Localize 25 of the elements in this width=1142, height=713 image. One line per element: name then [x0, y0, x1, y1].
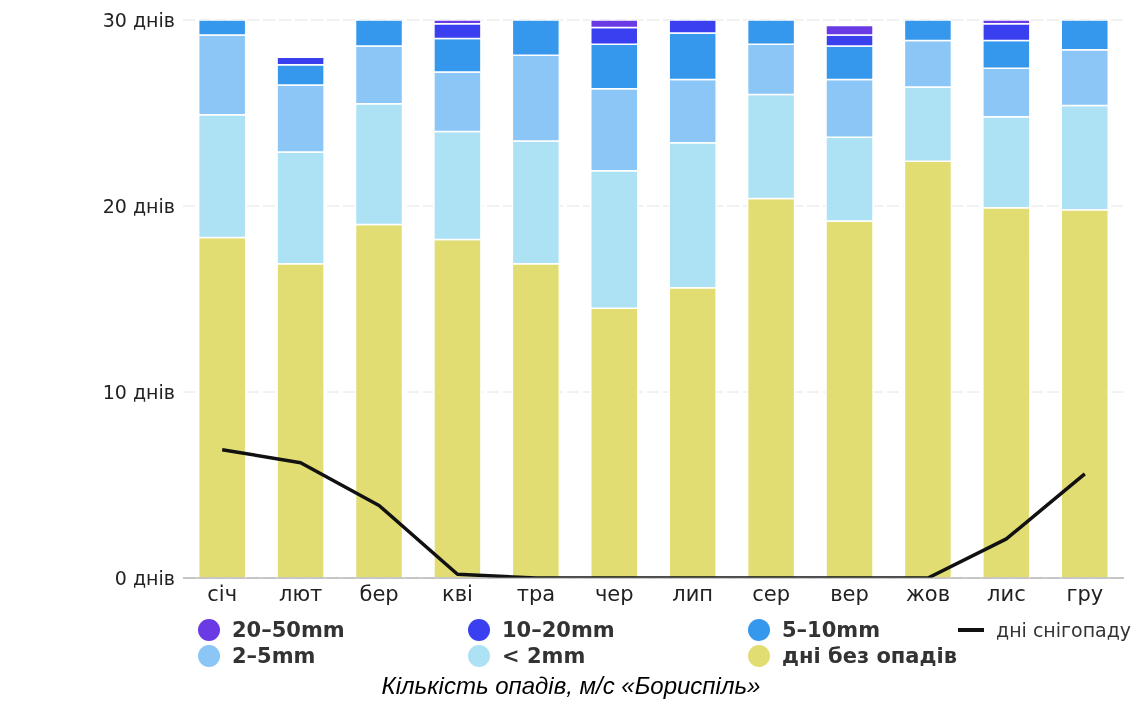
x-tick-label: сер — [752, 581, 791, 606]
y-tick-label: 0 днів — [114, 566, 175, 589]
legend-label: 2–5mm — [232, 644, 316, 668]
y-tick-label: 20 днів — [102, 194, 175, 217]
text: Кількість опадів, м/с «Бориспіль» — [380, 672, 762, 700]
x-tick-label: гру — [1066, 581, 1104, 606]
x-tick-label: вер — [830, 581, 869, 606]
y-tick-label: 30 днів — [102, 8, 175, 31]
y-tick-label: 10 днів — [102, 380, 175, 403]
x-tick-label: січ — [207, 581, 238, 606]
legend-label: 20–50mm — [232, 618, 345, 642]
legend-label: < 2mm — [502, 644, 586, 668]
legend-label: 10–20mm — [502, 618, 615, 642]
x-tick-label: бер — [359, 581, 399, 606]
legend-label: дні снігопаду — [996, 619, 1132, 641]
x-tick-label: лют — [278, 581, 323, 606]
x-tick-label: лип — [672, 581, 714, 606]
x-tick-label: тра — [516, 581, 556, 606]
x-tick-label: чер — [594, 581, 634, 606]
line-series — [220, 447, 1087, 578]
legend-label: дні без опадів — [782, 644, 957, 668]
x-tick-label: кві — [442, 581, 473, 606]
legend-label: 5–10mm — [782, 618, 881, 642]
x-tick-label: жов — [905, 581, 951, 606]
x-tick-label: лис — [987, 581, 1026, 606]
